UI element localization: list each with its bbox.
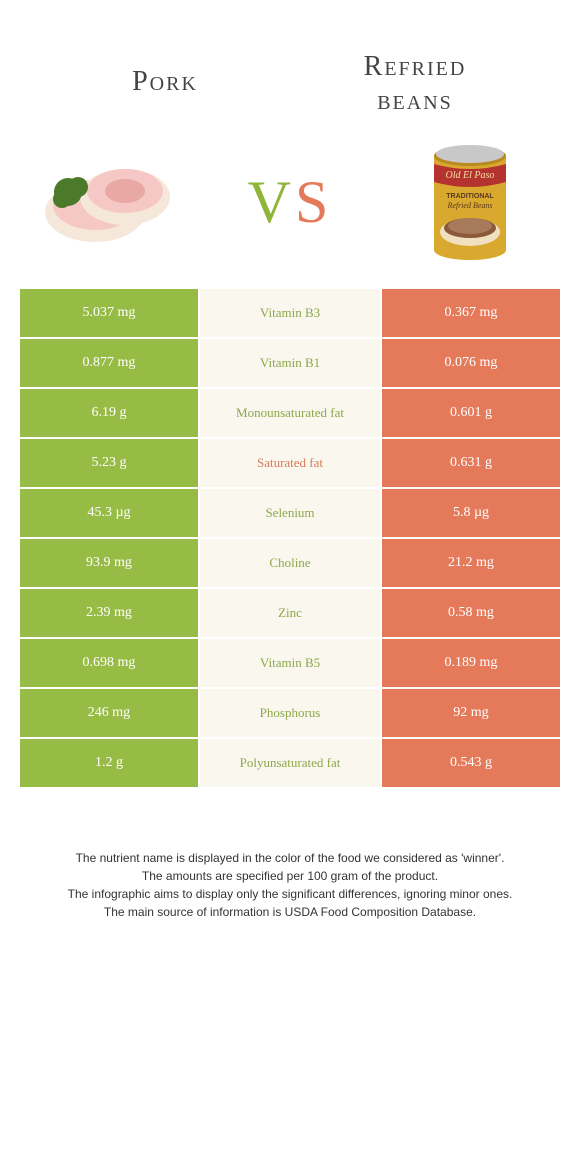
nutrient-label: Selenium [199, 488, 381, 538]
value-right: 0.601 g [381, 388, 561, 438]
nutrient-label: Vitamin B3 [199, 288, 381, 338]
value-left: 1.2 g [19, 738, 199, 788]
footer-line4: The main source of information is USDA F… [40, 903, 540, 921]
value-right: 0.189 mg [381, 638, 561, 688]
footer-notes: The nutrient name is displayed in the co… [0, 789, 580, 921]
pork-image [40, 147, 180, 257]
value-right: 0.631 g [381, 438, 561, 488]
nutrient-label: Saturated fat [199, 438, 381, 488]
table-row: 1.2 gPolyunsaturated fat0.543 g [19, 738, 561, 788]
beans-image: Old El Paso TRADITIONAL Refried Beans [400, 147, 540, 257]
nutrient-label: Vitamin B5 [199, 638, 381, 688]
can-line2: Refried Beans [446, 201, 492, 210]
table-row: 0.877 mgVitamin B10.076 mg [19, 338, 561, 388]
value-left: 45.3 µg [19, 488, 199, 538]
value-left: 246 mg [19, 688, 199, 738]
footer-line2: The amounts are specified per 100 gram o… [40, 867, 540, 885]
can-brand: Old El Paso [446, 170, 495, 181]
nutrient-label: Phosphorus [199, 688, 381, 738]
nutrient-label: Vitamin B1 [199, 338, 381, 388]
title-right: Refried beans [290, 50, 540, 117]
value-right: 0.543 g [381, 738, 561, 788]
value-left: 5.037 mg [19, 288, 199, 338]
nutrient-label: Choline [199, 538, 381, 588]
value-left: 2.39 mg [19, 588, 199, 638]
vs-v: V [248, 169, 295, 235]
header: Pork Refried beans [0, 0, 580, 137]
table-row: 246 mgPhosphorus92 mg [19, 688, 561, 738]
title-left: Pork [40, 50, 290, 99]
table-row: 0.698 mgVitamin B50.189 mg [19, 638, 561, 688]
value-right: 0.58 mg [381, 588, 561, 638]
table-row: 6.19 gMonounsaturated fat0.601 g [19, 388, 561, 438]
nutrient-label: Polyunsaturated fat [199, 738, 381, 788]
footer-line1: The nutrient name is displayed in the co… [40, 849, 540, 867]
vs-s: S [295, 169, 332, 235]
nutrient-label: Zinc [199, 588, 381, 638]
footer-line3: The infographic aims to display only the… [40, 885, 540, 903]
table-row: 5.037 mgVitamin B30.367 mg [19, 288, 561, 338]
value-right: 0.076 mg [381, 338, 561, 388]
value-right: 5.8 µg [381, 488, 561, 538]
vs-label: VS [248, 168, 333, 237]
value-left: 0.877 mg [19, 338, 199, 388]
table-row: 2.39 mgZinc0.58 mg [19, 588, 561, 638]
value-left: 6.19 g [19, 388, 199, 438]
images-row: VS Old El Paso TRADITIONAL Refried Beans [0, 137, 580, 287]
table-row: 45.3 µgSelenium5.8 µg [19, 488, 561, 538]
can-line1: TRADITIONAL [446, 193, 494, 200]
value-left: 0.698 mg [19, 638, 199, 688]
value-left: 5.23 g [19, 438, 199, 488]
comparison-table: 5.037 mgVitamin B30.367 mg0.877 mgVitami… [18, 287, 562, 789]
value-right: 92 mg [381, 688, 561, 738]
nutrient-label: Monounsaturated fat [199, 388, 381, 438]
value-right: 21.2 mg [381, 538, 561, 588]
table-row: 5.23 gSaturated fat0.631 g [19, 438, 561, 488]
value-right: 0.367 mg [381, 288, 561, 338]
table-row: 93.9 mgCholine21.2 mg [19, 538, 561, 588]
value-left: 93.9 mg [19, 538, 199, 588]
